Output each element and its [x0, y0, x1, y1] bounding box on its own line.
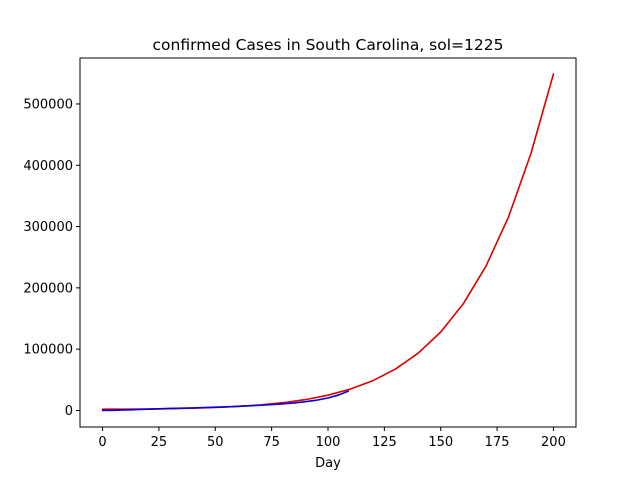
- x-tick-label: 50: [207, 435, 224, 450]
- x-tick-label: 125: [372, 435, 397, 450]
- y-tick-label: 200000: [23, 281, 73, 296]
- series-line-observed: [101, 390, 350, 412]
- y-tick-label: 0: [65, 404, 73, 419]
- plot-area: [101, 73, 555, 412]
- y-tick-label: 300000: [23, 220, 73, 235]
- x-tick-label: 200: [541, 435, 566, 450]
- x-tick-label: 25: [151, 435, 168, 450]
- x-tick-label: 0: [98, 435, 106, 450]
- x-axis-title: Day: [315, 456, 341, 471]
- axes: 0 25 50 75 100 125 150 175 200 0 100000 200000 30000…: [23, 97, 566, 450]
- x-tick-label: 75: [263, 435, 280, 450]
- x-tick-label: 175: [485, 435, 510, 450]
- y-tick-label: 100000: [23, 343, 73, 358]
- y-tick-label: 500000: [23, 97, 73, 112]
- chart-title: confirmed Cases in South Carolina, sol=1…: [153, 36, 504, 54]
- x-tick-label: 150: [428, 435, 453, 450]
- y-tick-label: 400000: [23, 159, 73, 174]
- x-tick-label: 100: [316, 435, 341, 450]
